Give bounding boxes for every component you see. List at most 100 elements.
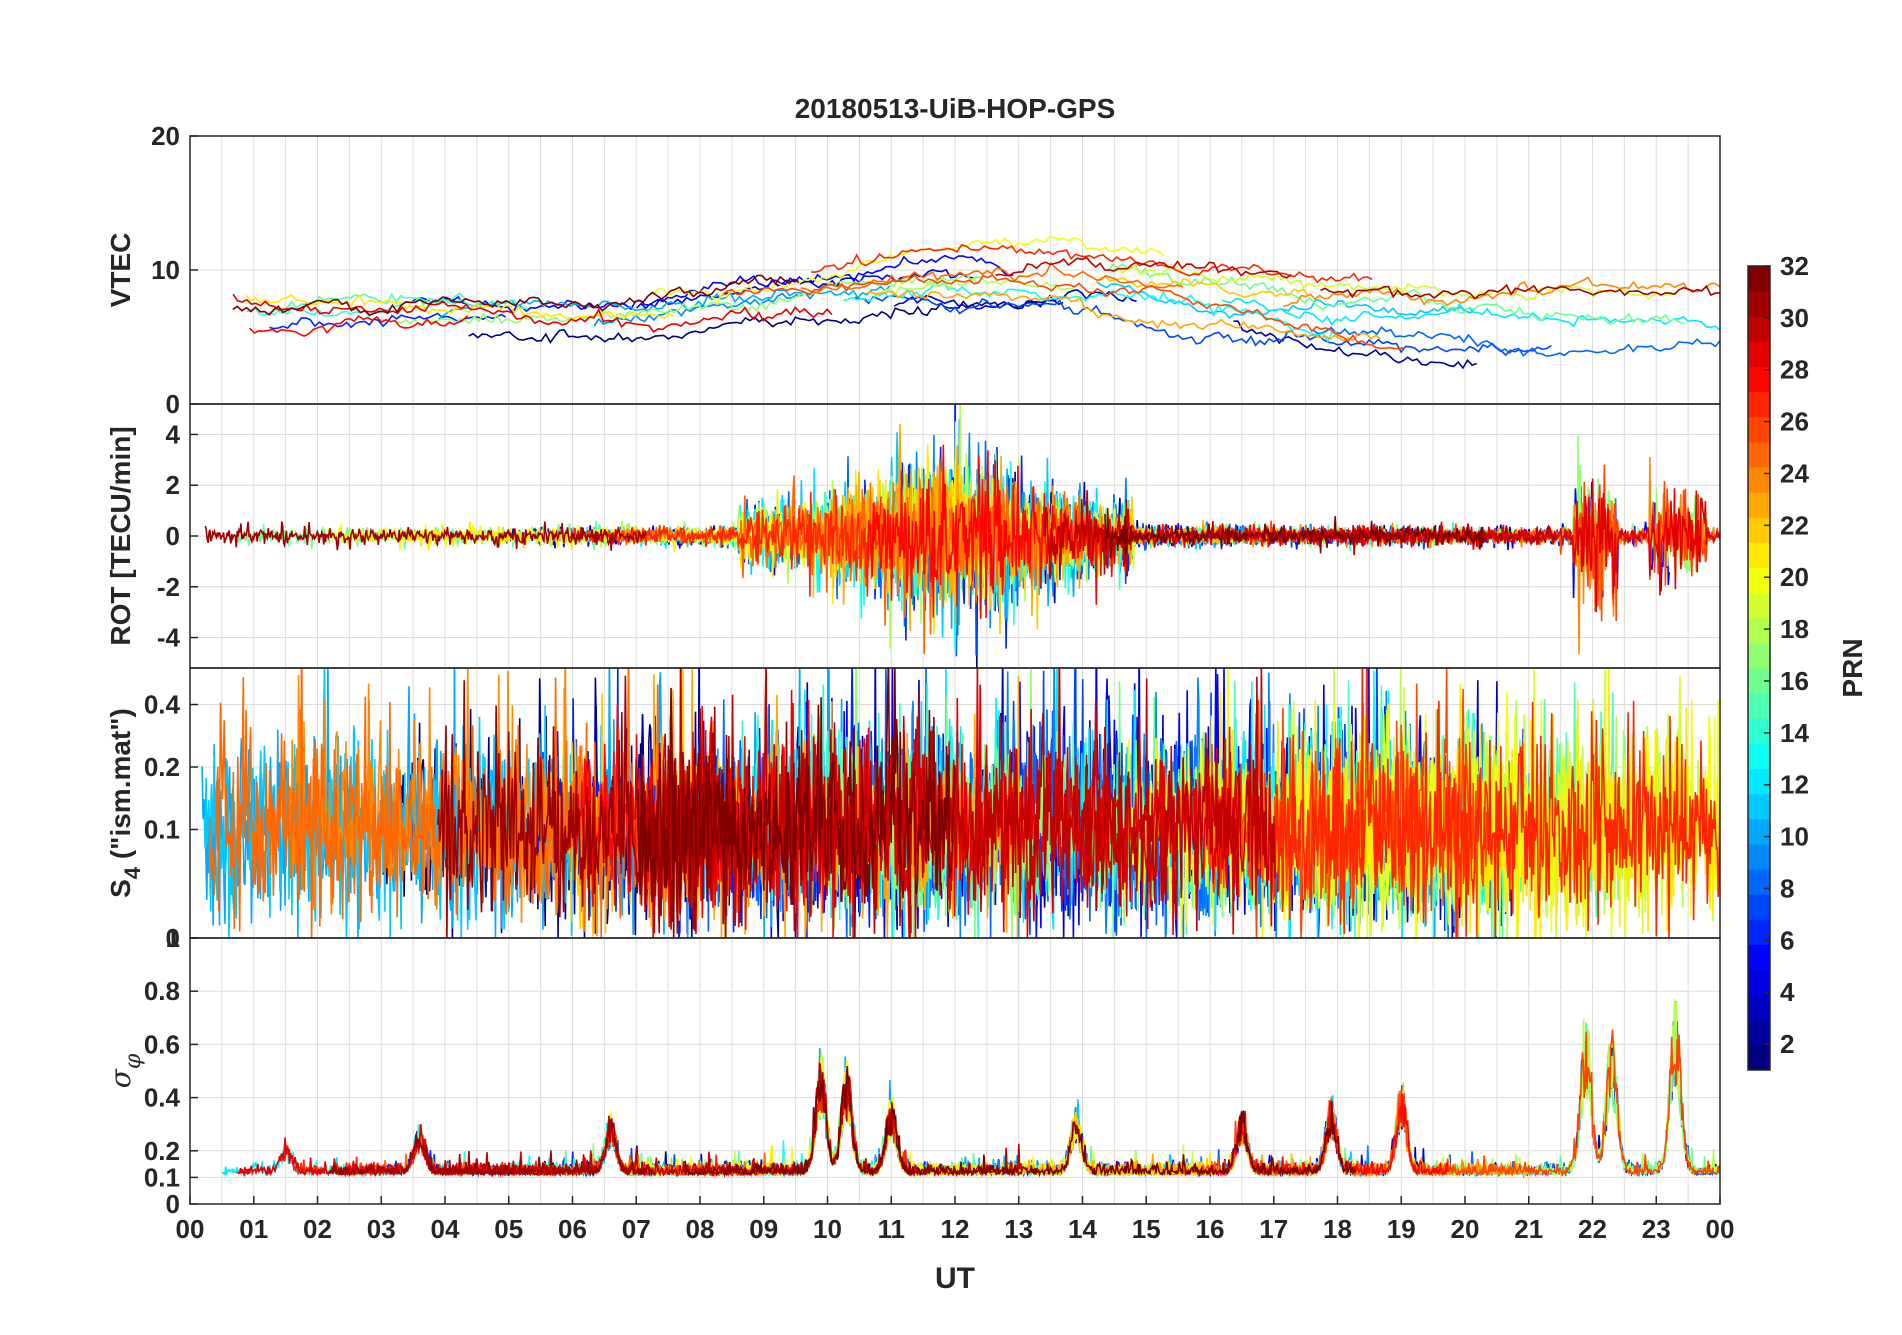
- colorbar-tick-label: 22: [1780, 510, 1809, 540]
- trace-prn-3: [893, 288, 1137, 310]
- x-tick-label: 03: [367, 1214, 396, 1244]
- trace-prn-32: [232, 274, 799, 317]
- x-tick-label: 06: [558, 1214, 587, 1244]
- colorbar-tick-label: 10: [1780, 822, 1809, 852]
- y-tick-label: 1: [166, 923, 180, 953]
- y-tick-label: 0.1: [144, 1162, 180, 1192]
- trace-prn-19: [1112, 264, 1676, 301]
- trace-prn-32: [636, 668, 956, 938]
- colorbar-segment: [1748, 743, 1770, 769]
- colorbar-segment: [1748, 869, 1770, 895]
- colorbar-segment: [1748, 843, 1770, 870]
- y-axis-label-subscript: 4: [120, 866, 145, 879]
- trace-prn-31: [204, 521, 647, 551]
- trace-prn-29: [232, 293, 833, 334]
- y-tick-label: 0: [166, 521, 180, 551]
- colorbar-tick-label: 14: [1780, 718, 1809, 748]
- colorbar-tick-label: 4: [1780, 977, 1795, 1007]
- y-tick-label: 2: [166, 470, 180, 500]
- trace-prn-19: [643, 1050, 1313, 1178]
- panel-1-traces: [232, 235, 1720, 370]
- trace-prn-2: [1233, 320, 1477, 370]
- x-tick-label: 09: [749, 1214, 778, 1244]
- colorbar-segment: [1748, 592, 1770, 619]
- colorbar-segment: [1748, 668, 1770, 694]
- trace-prn-22: [1095, 275, 1309, 298]
- trace-prn-3: [1324, 1007, 1720, 1178]
- panel-4-traces: [221, 999, 1720, 1178]
- y-tick-label: 0.8: [144, 976, 180, 1006]
- colorbar-segment: [1748, 291, 1770, 317]
- y-axis-label-3: S4 ("ism.mat"): [105, 708, 145, 898]
- y-tick-label: 10: [151, 255, 180, 285]
- x-tick-label: 00: [176, 1214, 205, 1244]
- trace-prn-26: [1181, 1029, 1720, 1178]
- y-axis-label-main: S: [105, 879, 136, 898]
- panel-2-traces: [204, 404, 1720, 668]
- trace-prn-8: [1182, 1001, 1720, 1178]
- colorbar-segment: [1748, 341, 1770, 367]
- y-tick-label: 0.4: [144, 690, 181, 720]
- x-tick-label: 00: [1706, 1214, 1735, 1244]
- colorbar-segment: [1748, 894, 1770, 920]
- x-tick-label: 17: [1259, 1214, 1288, 1244]
- x-tick-label: 21: [1514, 1214, 1543, 1244]
- x-tick-label: 23: [1642, 1214, 1671, 1244]
- x-tick-label: 04: [431, 1214, 460, 1244]
- y-axis-label-2: ROT [TECU/min]: [105, 426, 136, 645]
- trace-prn-26: [1213, 464, 1720, 622]
- trace-prn-25: [208, 668, 688, 938]
- y-axis-label-1: VTEC: [105, 233, 136, 308]
- trace-prn-17: [1175, 435, 1709, 582]
- trace-prn-32: [1104, 508, 1487, 559]
- colorbar-tick-label: 28: [1780, 355, 1809, 385]
- trace-prn-11: [1097, 281, 1476, 320]
- colorbar-tick-label: 24: [1780, 458, 1809, 488]
- colorbar-tick-label: 26: [1780, 407, 1809, 437]
- chart-title: 20180513-UiB-HOP-GPS: [795, 93, 1116, 124]
- colorbar-segment: [1748, 266, 1770, 292]
- colorbar-tick-label: 8: [1780, 873, 1794, 903]
- x-tick-label: 15: [1132, 1214, 1161, 1244]
- trace-prn-1: [468, 299, 1064, 345]
- trace-prn-18: [1247, 999, 1720, 1178]
- panel-3: 00.10.20.4S4 ("ism.mat"): [105, 667, 1721, 953]
- colorbar-segment: [1748, 1019, 1770, 1046]
- y-tick-label: 20: [151, 121, 180, 151]
- x-tick-label: 14: [1068, 1214, 1097, 1244]
- colorbar-tick-label: 20: [1780, 562, 1809, 592]
- x-axis-label: UT: [935, 1262, 975, 1295]
- trace-prn-31: [1320, 283, 1720, 300]
- trace-prn-28: [249, 315, 469, 337]
- y-tick-label: 0: [166, 1189, 180, 1219]
- y-tick-label: 4: [166, 419, 181, 449]
- colorbar-tick-label: 6: [1780, 925, 1794, 955]
- x-tick-label: 16: [1196, 1214, 1225, 1244]
- colorbar-segment: [1748, 793, 1770, 820]
- trace-prn-30: [634, 668, 1276, 938]
- x-tick-label: 20: [1451, 1214, 1480, 1244]
- panel-3-traces: [201, 668, 1720, 938]
- colorbar-tick-label: 16: [1780, 666, 1809, 696]
- y-tick-label: 0: [166, 923, 180, 953]
- y-tick-label: 0.4: [144, 1083, 181, 1113]
- colorbar-segment: [1748, 969, 1770, 996]
- colorbar-tick-label: 2: [1780, 1029, 1794, 1059]
- trace-prn-25: [800, 261, 1184, 294]
- x-tick-label: 13: [1004, 1214, 1033, 1244]
- trace-prn-29: [1306, 478, 1720, 613]
- colorbar-segment: [1748, 718, 1770, 744]
- colorbar-segment: [1748, 441, 1770, 468]
- y-tick-label: 0.6: [144, 1029, 180, 1059]
- x-tick-label: 11: [878, 1214, 906, 1244]
- y-tick-label: -2: [157, 572, 180, 602]
- colorbar-segment: [1748, 316, 1770, 342]
- colorbar-tick-label: 18: [1780, 614, 1809, 644]
- trace-prn-17: [585, 1056, 991, 1178]
- x-tick-label: 10: [813, 1214, 842, 1244]
- colorbar-segment: [1748, 542, 1770, 568]
